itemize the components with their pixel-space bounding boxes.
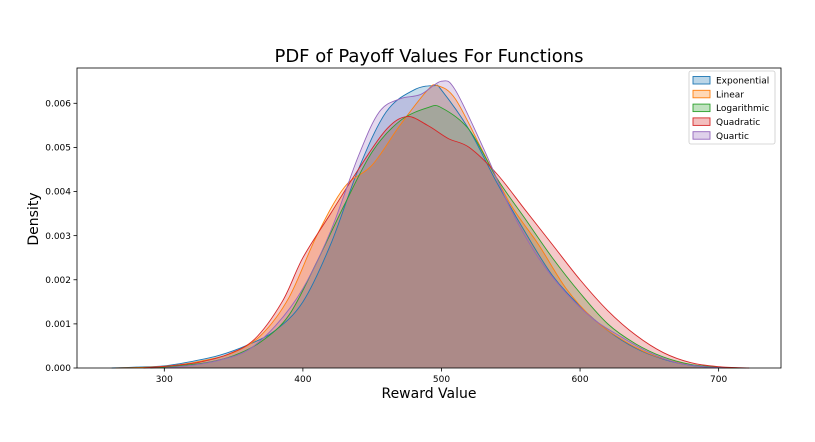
legend-label-exponential: Exponential bbox=[716, 77, 769, 87]
line-quadratic bbox=[143, 116, 750, 369]
legend-swatch-linear bbox=[692, 89, 711, 99]
x-axis: 300 400 500 600 700 bbox=[156, 368, 727, 385]
plot-frame bbox=[76, 67, 782, 369]
x-axis-title: Reward Value bbox=[381, 386, 476, 402]
legend-label-quadratic: Quadratic bbox=[716, 118, 760, 128]
y-tick-label: 0.004 bbox=[45, 188, 71, 198]
y-tick-label: 0.005 bbox=[45, 144, 71, 154]
line-quartic bbox=[164, 80, 726, 369]
y-axis: 0.000 0.001 0.002 0.003 0.004 0.005 0.006 bbox=[45, 99, 77, 374]
x-tick-label: 300 bbox=[156, 375, 173, 385]
density-fills bbox=[111, 80, 750, 369]
y-tick-label: 0.000 bbox=[45, 364, 71, 374]
legend-label-linear: Linear bbox=[716, 90, 744, 100]
legend-label-logarithmic: Logarithmic bbox=[716, 104, 769, 114]
legend-swatch-quartic bbox=[692, 131, 711, 140]
y-tick-label: 0.006 bbox=[45, 99, 71, 109]
area-logarithmic bbox=[150, 105, 740, 368]
legend: Exponential Linear Logarithmic Quadratic Qua… bbox=[688, 70, 776, 145]
legend-swatch-exponential bbox=[692, 76, 711, 85]
y-tick-label: 0.003 bbox=[45, 232, 71, 242]
legend-label-quartic: Quartic bbox=[716, 132, 749, 142]
density-lines bbox=[111, 80, 750, 369]
area-exponential bbox=[111, 85, 747, 368]
area-linear bbox=[115, 84, 733, 369]
chart-title: PDF of Payoff Values For Functions bbox=[274, 46, 583, 67]
x-tick-label: 700 bbox=[710, 375, 727, 385]
y-tick-label: 0.002 bbox=[45, 276, 71, 286]
x-tick-label: 500 bbox=[433, 375, 450, 385]
y-axis-title: Density bbox=[26, 192, 42, 245]
line-linear bbox=[115, 84, 733, 369]
x-tick-label: 400 bbox=[294, 375, 311, 385]
x-tick-label: 600 bbox=[571, 375, 588, 385]
legend-box bbox=[688, 70, 776, 145]
y-tick-label: 0.001 bbox=[45, 320, 71, 330]
area-quartic bbox=[164, 80, 726, 368]
legend-swatch-logarithmic bbox=[692, 103, 711, 113]
legend-swatch-quadratic bbox=[692, 117, 711, 126]
line-exponential bbox=[111, 84, 747, 369]
